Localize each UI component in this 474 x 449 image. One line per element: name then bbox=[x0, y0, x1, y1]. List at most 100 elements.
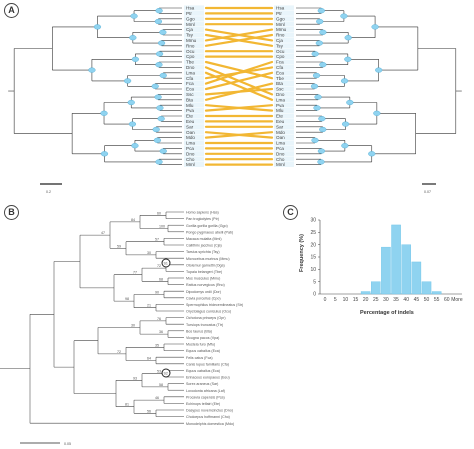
left-tip-label: Lma bbox=[186, 141, 195, 146]
marker-label-s2: S2 bbox=[164, 372, 168, 376]
node-marker bbox=[155, 62, 163, 68]
histogram-bar bbox=[421, 281, 432, 295]
tangle-link bbox=[204, 104, 274, 112]
taxon-label: Otolemur garnettii (Oga) bbox=[186, 263, 225, 267]
label-bg bbox=[274, 21, 294, 27]
bootstrap-label: 59 bbox=[117, 244, 121, 248]
bootstrap-label: 72 bbox=[117, 350, 121, 354]
taxon-label: Sorex araneus (Sar) bbox=[186, 382, 218, 386]
histogram-xticks: 0 5 10 15 20 25 30 35 40 45 50 55 60 More bbox=[324, 297, 463, 303]
left-tip-label: Cja bbox=[186, 27, 193, 32]
right-tip-label: Dno bbox=[276, 151, 285, 156]
label-bg bbox=[274, 135, 294, 140]
histogram-bars bbox=[360, 224, 442, 295]
label-bg bbox=[274, 145, 294, 151]
node-marker bbox=[152, 126, 160, 133]
node-marker bbox=[375, 67, 383, 73]
node-marker bbox=[155, 8, 163, 14]
y-tick-label: 10 bbox=[310, 267, 316, 273]
left-tip-label: Ete bbox=[186, 114, 193, 119]
left-tip-label: Mlu bbox=[186, 103, 194, 108]
label-bg bbox=[184, 48, 204, 54]
label-bg bbox=[274, 16, 294, 22]
label-bg bbox=[184, 21, 204, 27]
left-tip-label: Pca bbox=[186, 146, 194, 151]
node-marker bbox=[100, 151, 109, 157]
bootstrap-labels: 60 100 57 30 72 68 90 21 76 36 35 64 53 58 46 56 84 59 77 9… bbox=[101, 211, 165, 413]
histogram-bar bbox=[391, 224, 401, 295]
node-marker bbox=[154, 94, 162, 100]
label-bg bbox=[184, 81, 204, 86]
x-tick-label: 35 bbox=[393, 297, 399, 303]
label-bg bbox=[274, 102, 294, 108]
node-marker bbox=[344, 56, 352, 62]
node-marker bbox=[128, 121, 137, 127]
left-tip-label: Mml bbox=[186, 22, 195, 27]
label-bg bbox=[274, 59, 294, 65]
node-marker bbox=[319, 126, 327, 133]
left-tip-label: Mmu bbox=[186, 38, 197, 43]
right-tip-label: Mdo bbox=[276, 130, 285, 135]
phylogeny-panel: Homo sapiens (Hsa) Pan troglodytes (Ptr) G… bbox=[0, 211, 243, 446]
taxon-label: Monodelphis domestica (Mdo) bbox=[186, 422, 234, 426]
x-tick-label: 60 bbox=[444, 297, 450, 303]
taxon-label: Echinops telfairi (Ete) bbox=[186, 402, 220, 406]
node-marker bbox=[313, 105, 321, 111]
right-tip-label: Ocu bbox=[276, 49, 285, 54]
left-tip-label: Tsy bbox=[186, 33, 194, 38]
label-bg bbox=[184, 5, 204, 11]
histogram-yticks: 0 5 10 15 20 25 30 bbox=[310, 218, 320, 298]
scale-label-left: 0.2 bbox=[46, 190, 51, 194]
y-tick-label: 25 bbox=[310, 230, 316, 236]
label-bg bbox=[274, 129, 294, 135]
label-bg bbox=[184, 37, 204, 43]
label-bg bbox=[274, 43, 294, 49]
taxon-label: Spermophilus tridecemlineatus (Str) bbox=[186, 303, 243, 307]
label-bg bbox=[184, 54, 204, 59]
label-bg bbox=[274, 10, 294, 16]
histogram-panel: 0 5 10 15 20 25 30 35 40 45 50 55 60 More 0 5 10 15 20 25 3… bbox=[299, 218, 463, 316]
right-tip-label: Eca bbox=[276, 70, 284, 75]
node-marker bbox=[131, 143, 139, 149]
bootstrap-label: 76 bbox=[157, 317, 161, 321]
right-tip-label: Dno bbox=[276, 92, 285, 97]
right-tip-labels: HsaPtrGgoMmlMmuRnoCjaTsyOcuCpoFcaCfaEcaT… bbox=[274, 5, 294, 167]
right-tip-label: Pca bbox=[276, 146, 284, 151]
label-bg bbox=[274, 156, 294, 162]
x-tick-label: 0 bbox=[324, 297, 327, 303]
right-tip-label: Cfa bbox=[276, 65, 284, 70]
tangle-link bbox=[204, 71, 274, 91]
bootstrap-label: 64 bbox=[147, 357, 151, 361]
taxon-label: Ochotona princeps (Opr) bbox=[186, 316, 226, 320]
right-tip-label: Oan bbox=[276, 135, 285, 140]
label-bg bbox=[274, 140, 294, 146]
label-bg bbox=[274, 151, 294, 157]
label-bg bbox=[184, 145, 204, 151]
taxon-label: Rattus norvegicus (Rno) bbox=[186, 283, 225, 287]
taxon-label: Equus caballus (Eca) bbox=[186, 349, 220, 353]
bootstrap-label: 53 bbox=[157, 370, 161, 374]
marker-label-s1: S1 bbox=[164, 262, 168, 266]
right-tip-label: Lma bbox=[276, 97, 285, 102]
label-bg bbox=[274, 32, 294, 38]
node-marker bbox=[373, 110, 381, 116]
taxon-label: Equus caballus (Eca) bbox=[186, 369, 220, 373]
right-tip-label: Pva bbox=[276, 103, 284, 108]
histogram-bar bbox=[401, 244, 411, 295]
y-tick-label: 0 bbox=[313, 292, 316, 298]
left-tip-label: Sar bbox=[186, 124, 194, 129]
left-tip-label: Pva bbox=[186, 108, 194, 113]
node-marker bbox=[129, 35, 137, 41]
tangle-link bbox=[204, 60, 274, 85]
left-tip-label: Eca bbox=[186, 87, 194, 92]
label-bg bbox=[274, 113, 294, 119]
node-marker bbox=[317, 148, 326, 154]
node-marker bbox=[124, 78, 132, 84]
label-bg bbox=[274, 37, 294, 43]
node-marker bbox=[153, 137, 162, 143]
left-tip-label: Cpo bbox=[186, 54, 195, 59]
node-marker bbox=[318, 116, 326, 122]
taxon-label: Canis lupus familiaris (Cfa) bbox=[186, 362, 229, 366]
taxon-label: Tarsius syrichta (Tsy) bbox=[186, 250, 220, 254]
right-tip-label: Cpo bbox=[276, 54, 285, 59]
